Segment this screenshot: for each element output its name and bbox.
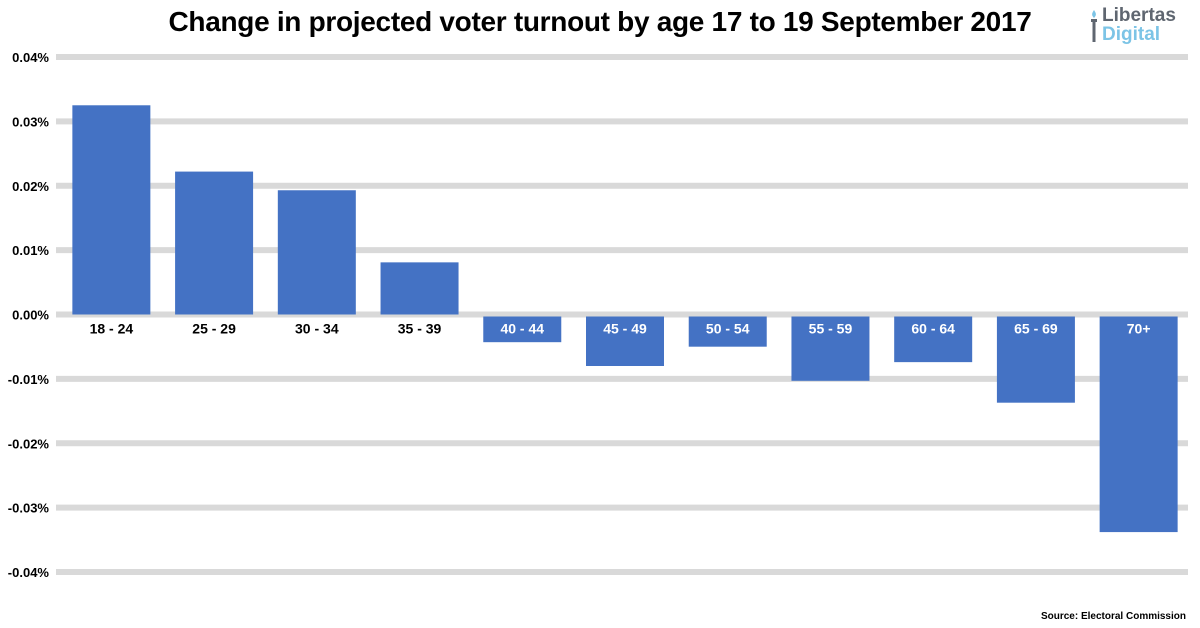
logo-line-2: Digital xyxy=(1102,24,1161,45)
bar xyxy=(1099,316,1178,533)
category-label: 65 - 69 xyxy=(1014,321,1058,337)
y-tick-label: 0.04% xyxy=(12,50,49,65)
gridlines xyxy=(56,54,1188,575)
gridline xyxy=(56,569,1188,575)
y-tick-label: -0.02% xyxy=(8,436,50,451)
category-label: 30 - 34 xyxy=(295,321,339,337)
libertas-digital-logo: Libertas Digital xyxy=(1090,6,1186,46)
gridline xyxy=(56,54,1188,60)
category-label: 70+ xyxy=(1127,321,1151,337)
bar xyxy=(72,105,151,315)
gridline xyxy=(56,182,1188,189)
bar xyxy=(996,316,1075,403)
category-label: 18 - 24 xyxy=(90,321,134,337)
source-note: Source: Electoral Commission xyxy=(1040,611,1186,622)
bar xyxy=(380,262,459,315)
bars xyxy=(72,105,1178,533)
category-label: 35 - 39 xyxy=(398,321,442,337)
bar xyxy=(277,190,356,315)
gridline xyxy=(56,440,1188,447)
bar xyxy=(586,316,664,366)
y-tick-label: 0.02% xyxy=(12,179,49,194)
bar xyxy=(688,316,767,347)
y-tick-label: 0.01% xyxy=(12,243,49,258)
gridline xyxy=(56,311,1188,318)
torch-icon xyxy=(1091,10,1097,42)
category-labels: 18 - 24 25 - 29 30 - 34 35 - 39 40 - 44 45 - … xyxy=(90,321,1151,337)
category-label: 60 - 64 xyxy=(911,321,955,337)
y-tick-label: 0.03% xyxy=(12,114,49,129)
bar xyxy=(791,316,870,381)
gridline xyxy=(56,247,1188,254)
bar xyxy=(483,316,562,343)
gridline xyxy=(56,375,1188,382)
category-label: 45 - 49 xyxy=(603,321,647,337)
y-axis-tick-labels: 0.04% 0.03% 0.02% 0.01% 0.00% -0.01% -0.02% -0.… xyxy=(8,50,50,580)
category-label: 50 - 54 xyxy=(706,321,750,337)
y-tick-label: -0.01% xyxy=(8,372,50,387)
y-tick-label: -0.03% xyxy=(8,501,50,516)
category-label: 25 - 29 xyxy=(192,321,236,337)
y-tick-label: 0.00% xyxy=(12,308,49,323)
chart-title: Change in projected voter turnout by age… xyxy=(168,6,1032,37)
bar xyxy=(894,316,973,363)
category-label: 55 - 59 xyxy=(809,321,853,337)
gridline xyxy=(56,504,1188,511)
bar xyxy=(175,171,254,315)
gridline xyxy=(56,118,1188,125)
category-label: 40 - 44 xyxy=(500,321,544,337)
logo-line-1: Libertas xyxy=(1102,5,1176,26)
y-tick-label: -0.04% xyxy=(8,565,50,580)
